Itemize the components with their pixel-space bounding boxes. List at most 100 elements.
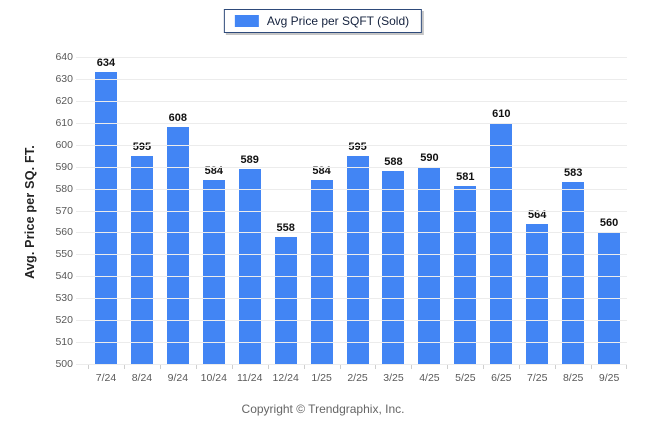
bar-value-label: 595 — [132, 140, 152, 153]
legend-label: Avg Price per SQFT (Sold) — [266, 14, 410, 28]
copyright-text: Copyright © Trendgraphix, Inc. — [241, 402, 405, 416]
x-tick-label: 1/25 — [311, 372, 332, 384]
x-axis-tick — [447, 365, 449, 369]
x-tick-label: 8/25 — [562, 372, 584, 384]
x-tick-label: 10/24 — [200, 372, 227, 384]
bar — [130, 155, 153, 364]
y-tick-label: 580 — [55, 182, 73, 195]
bar-value-label: 589 — [240, 153, 259, 166]
gridline — [76, 364, 627, 365]
x-tick-label: 5/25 — [455, 372, 476, 384]
x-tick-label: 6/25 — [491, 372, 512, 384]
gridline — [76, 298, 627, 300]
bar-value-label: 588 — [384, 156, 403, 168]
bar-value-label: 558 — [276, 221, 295, 234]
x-axis-tick — [195, 365, 197, 369]
bar — [202, 179, 225, 364]
bar-slot: 584 10/24 — [196, 57, 232, 384]
bar — [274, 236, 297, 364]
gridline — [76, 210, 627, 212]
bar — [310, 179, 333, 364]
x-axis-tick — [626, 365, 627, 369]
x-axis-tick — [591, 365, 593, 369]
x-axis-tick — [88, 365, 89, 369]
bar — [562, 182, 585, 364]
bar-value-label: 584 — [312, 164, 331, 177]
bars-container: 634 7/24 595 8/24 608 9/24 584 10/24 589 11/24 558… — [88, 57, 627, 384]
bar — [382, 171, 405, 364]
bar — [526, 223, 549, 364]
bar-value-label: 584 — [204, 164, 223, 177]
y-tick-label: 500 — [55, 358, 73, 370]
x-tick-label: 7/24 — [95, 372, 117, 384]
bar-slot: 589 11/24 — [232, 57, 268, 384]
x-tick-label: 9/24 — [167, 372, 189, 384]
gridline — [76, 122, 627, 124]
bar-value-label: 634 — [96, 57, 116, 69]
bar-slot: 608 9/24 — [160, 57, 196, 384]
y-tick-label: 510 — [55, 336, 73, 349]
x-tick-label: 9/25 — [598, 372, 620, 384]
x-axis-tick — [231, 365, 233, 369]
y-tick-label: 620 — [55, 94, 73, 107]
y-tick-label: 640 — [55, 51, 73, 63]
bar-slot: 584 1/25 — [304, 57, 340, 384]
x-tick-label: 12/24 — [272, 372, 299, 384]
bar-value-label: 608 — [168, 112, 188, 125]
x-axis-tick — [267, 365, 269, 369]
gridline — [76, 57, 627, 58]
bar — [238, 168, 261, 364]
bar-slot: 610 6/25 — [483, 57, 519, 384]
y-tick-label: 570 — [55, 204, 73, 217]
y-tick-label: 590 — [55, 160, 73, 173]
bar — [166, 127, 189, 364]
y-tick-label: 540 — [55, 270, 73, 283]
gridline — [76, 254, 627, 256]
bar — [490, 122, 513, 364]
x-axis-tick — [483, 365, 485, 369]
gridline — [76, 320, 627, 322]
y-tick-label: 560 — [55, 226, 73, 239]
bar-slot: 558 12/24 — [268, 57, 304, 384]
y-tick-label: 530 — [55, 292, 73, 305]
legend-swatch — [234, 15, 259, 27]
x-tick-label: 8/24 — [131, 372, 153, 384]
y-tick-label: 520 — [55, 314, 73, 327]
gridline — [76, 276, 627, 278]
x-tick-label: 3/25 — [383, 372, 404, 384]
bar-value-label: 583 — [563, 167, 583, 179]
y-tick-label: 550 — [55, 248, 73, 261]
x-axis-tick — [123, 365, 125, 369]
bar-slot: 590 4/25 — [411, 57, 447, 384]
bar-slot: 564 7/25 — [519, 57, 555, 384]
bar — [346, 155, 369, 364]
gridline — [76, 100, 627, 102]
gridline — [76, 144, 627, 146]
y-tick-label: 610 — [55, 116, 73, 129]
x-axis-tick — [555, 365, 557, 369]
bar-value-label: 560 — [599, 217, 619, 230]
x-axis-tick — [303, 365, 305, 369]
bar-value-label: 564 — [528, 208, 547, 221]
bar-slot: 588 3/25 — [376, 57, 412, 384]
x-axis-tick — [519, 365, 521, 369]
bar-value-label: 590 — [420, 151, 439, 164]
x-axis-tick — [159, 365, 161, 369]
bar — [454, 186, 477, 364]
bar — [418, 166, 441, 364]
gridline — [76, 78, 627, 80]
x-axis-tick — [375, 365, 377, 369]
x-tick-label: 2/25 — [347, 372, 368, 384]
x-tick-label: 11/24 — [236, 372, 263, 384]
bar-value-label: 595 — [348, 140, 367, 153]
y-axis-title: Avg. Price per SQ. FT. — [23, 145, 37, 279]
y-tick-label: 600 — [55, 138, 73, 151]
bar-value-label: 610 — [492, 107, 511, 120]
bar-value-label: 581 — [456, 171, 475, 184]
gridline — [76, 166, 627, 168]
x-tick-label: 4/25 — [419, 372, 440, 384]
gridline — [76, 188, 627, 190]
bar-slot: 581 5/25 — [447, 57, 483, 384]
x-axis-tick — [411, 365, 413, 369]
